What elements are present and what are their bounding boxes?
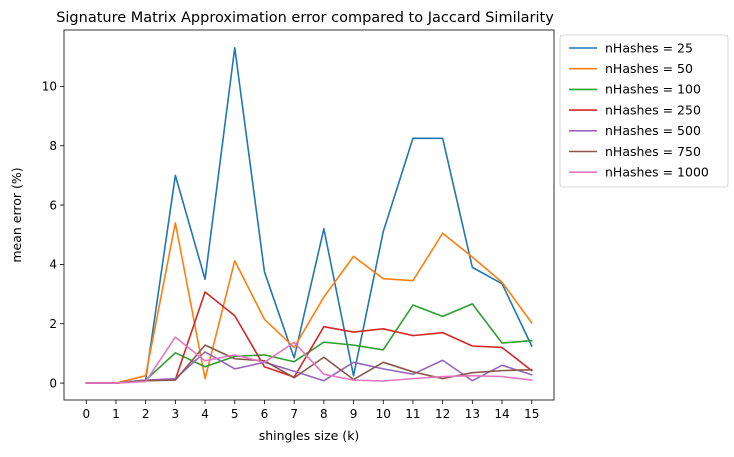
legend-label: nHashes = 750: [605, 144, 701, 159]
x-tick-label: 10: [376, 407, 391, 421]
legend-label: nHashes = 500: [605, 123, 701, 138]
x-tick-label: 0: [82, 407, 90, 421]
x-tick-label: 13: [465, 407, 480, 421]
legend-label: nHashes = 25: [605, 40, 693, 55]
x-tick-label: 4: [201, 407, 209, 421]
x-tick-label: 1: [112, 407, 120, 421]
legend-label: nHashes = 50: [605, 61, 693, 76]
y-tick-label: 2: [49, 317, 57, 331]
x-tick-label: 15: [524, 407, 539, 421]
y-axis-label: mean error (%): [9, 167, 24, 262]
legend: nHashes = 25 nHashes = 50 nHashes = 100 nHa…: [559, 34, 729, 188]
legend-frame: [559, 34, 729, 188]
x-tick-label: 5: [231, 407, 239, 421]
plot-frame: [63, 29, 555, 401]
series-line-1: [85, 222, 533, 384]
series-line-0: [85, 46, 533, 384]
legend-label: nHashes = 100: [605, 82, 701, 97]
x-tick-label: 3: [172, 407, 180, 421]
y-axis: 0 2 4 6 8 10: [42, 80, 64, 390]
legend-items: nHashes = 25 nHashes = 50 nHashes = 100 nHa…: [569, 40, 709, 180]
x-tick-label: 9: [350, 407, 358, 421]
x-tick-label: 14: [494, 407, 509, 421]
y-tick-label: 4: [49, 258, 57, 272]
series-group: [85, 46, 533, 384]
x-axis: 0 1 2 3 4 5 6 7 8 9 10 11 12 13 14 15: [82, 400, 539, 421]
x-tick-label: 8: [320, 407, 328, 421]
series-line-4: [85, 351, 533, 384]
y-tick-label: 6: [49, 198, 57, 212]
x-tick-label: 12: [435, 407, 450, 421]
series-line-6: [85, 336, 533, 384]
x-tick-label: 11: [405, 407, 420, 421]
y-tick-label: 0: [49, 376, 57, 390]
y-tick-label: 8: [49, 139, 57, 153]
chart-title: Signature Matrix Approximation error com…: [56, 10, 554, 26]
x-axis-label: shingles size (k): [259, 428, 360, 443]
x-tick-label: 6: [261, 407, 269, 421]
x-tick-label: 7: [290, 407, 298, 421]
legend-label: nHashes = 1000: [605, 165, 709, 180]
y-tick-label: 10: [42, 80, 57, 94]
x-tick-label: 2: [142, 407, 150, 421]
legend-label: nHashes = 250: [605, 102, 701, 117]
plot-area: [63, 29, 555, 401]
